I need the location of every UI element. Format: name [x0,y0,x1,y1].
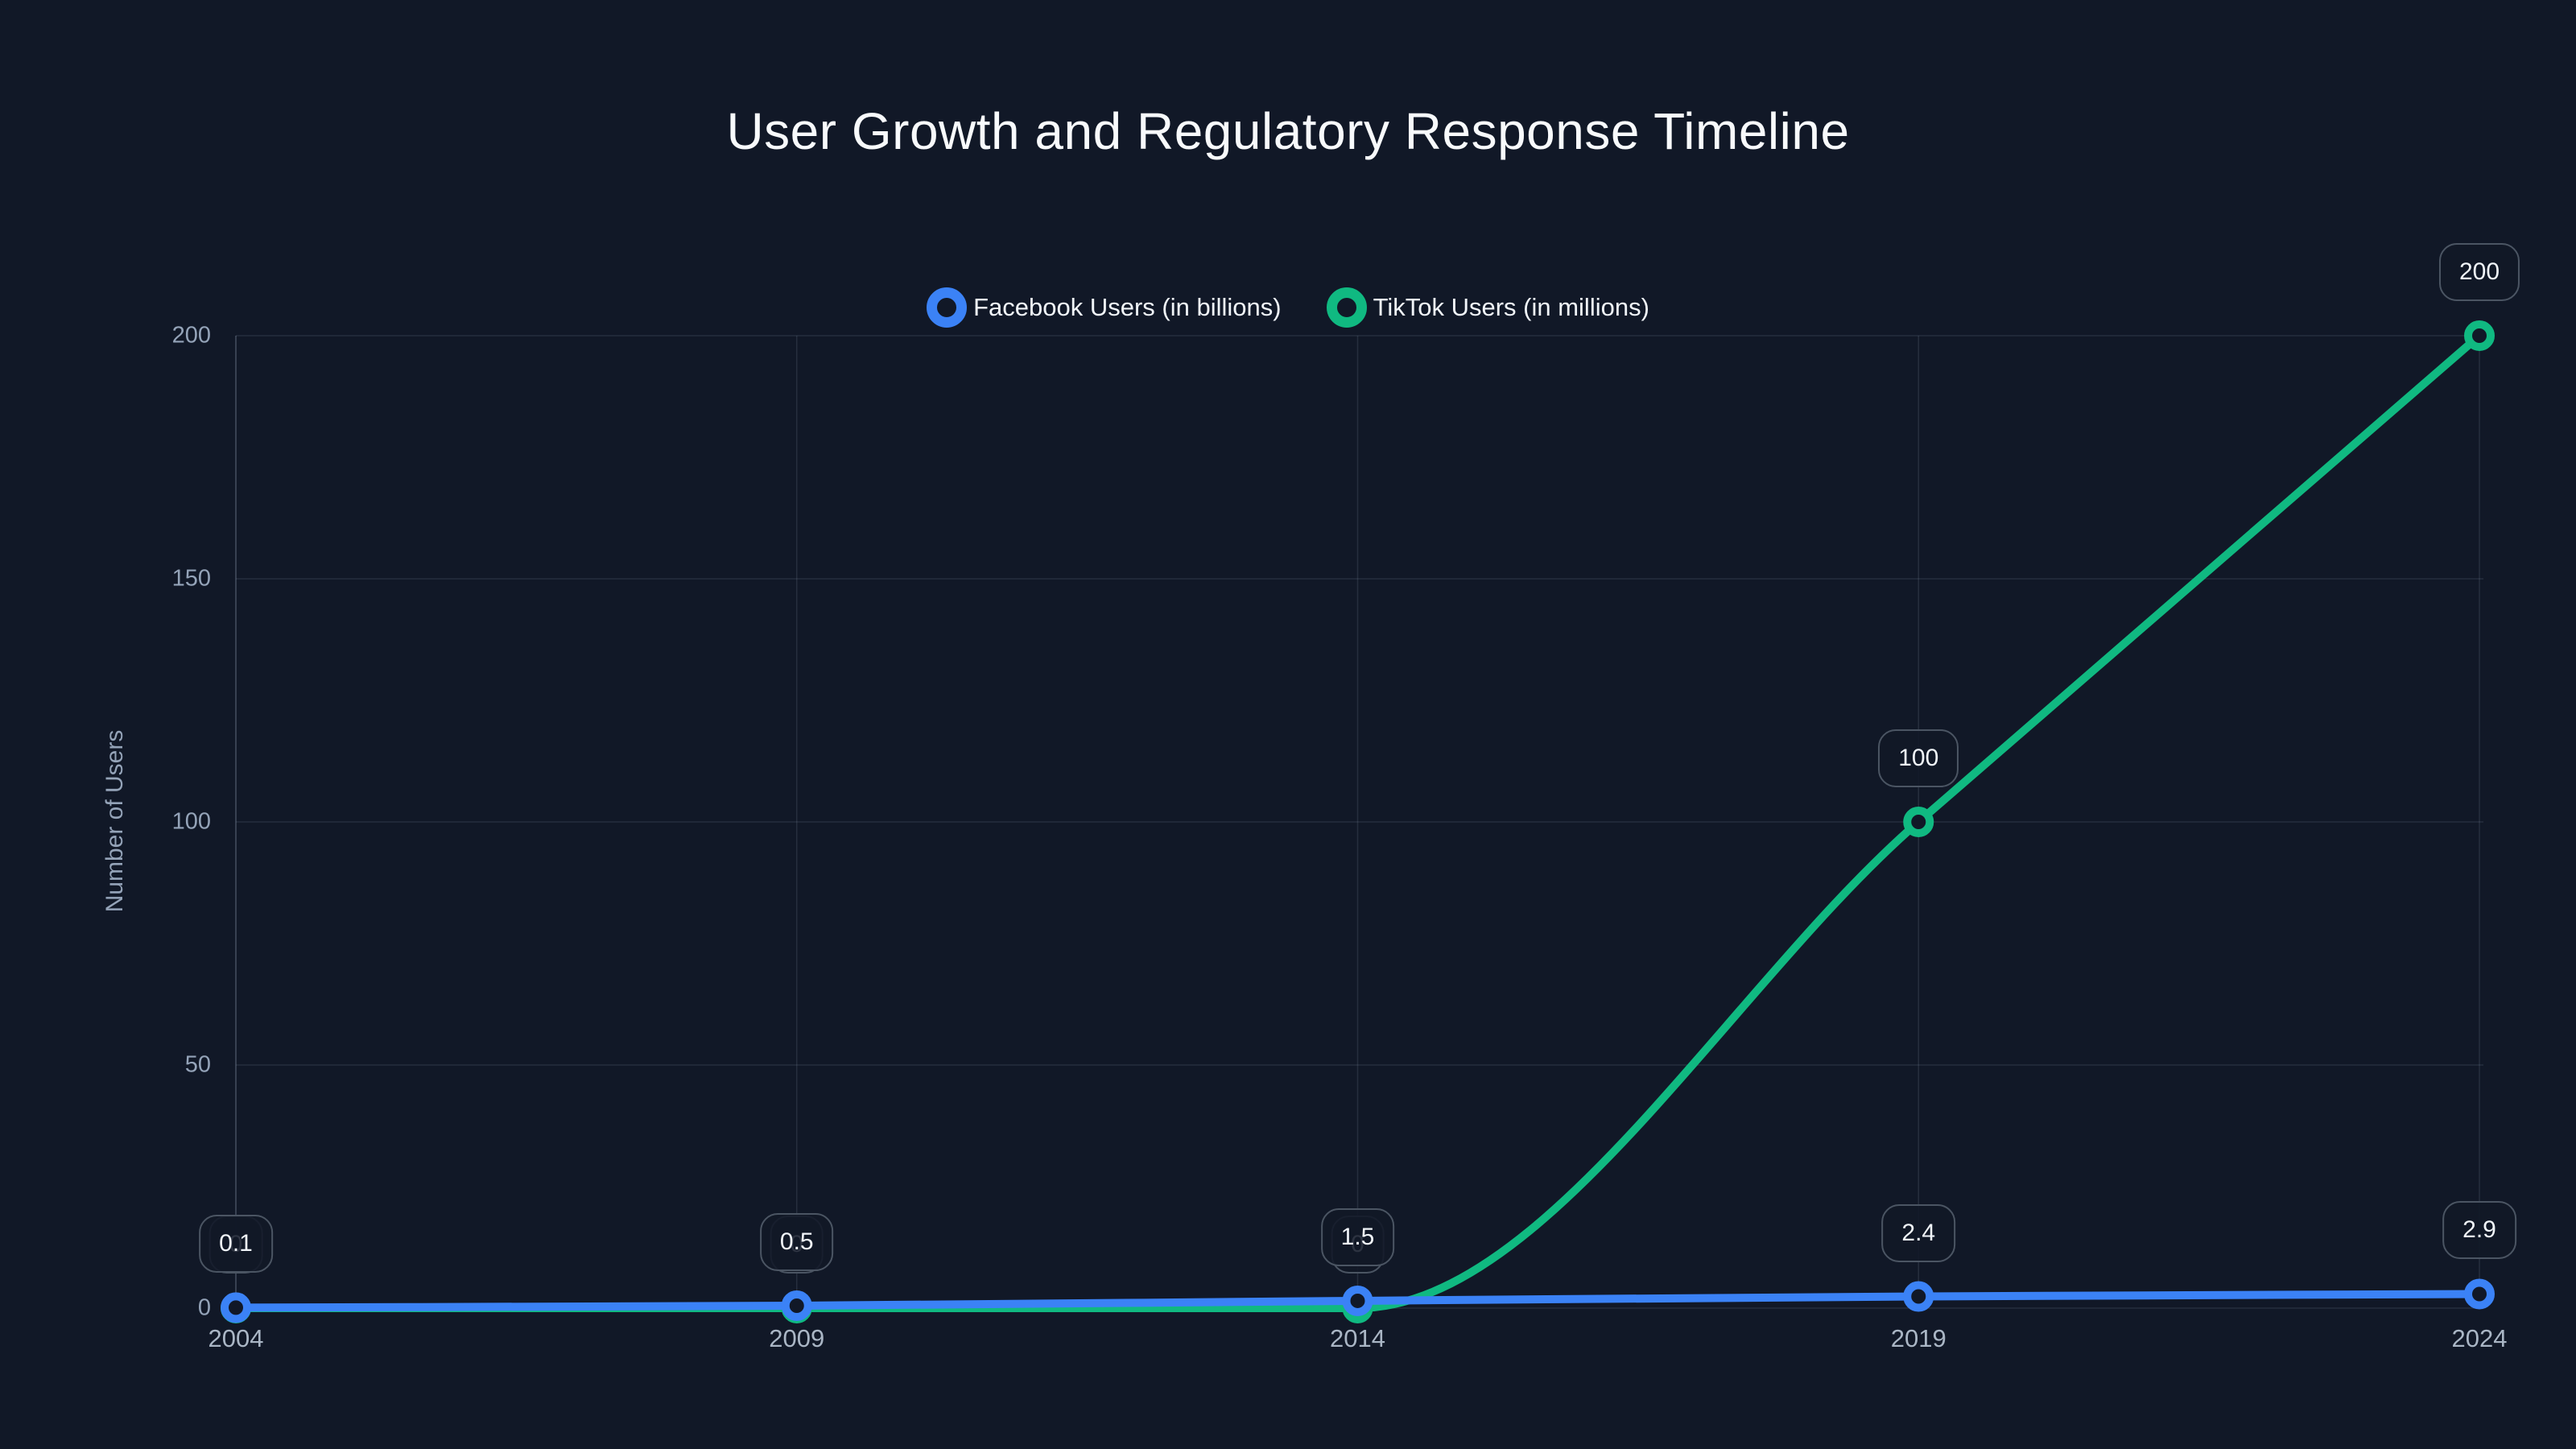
tiktok-point-label: 100 [1878,729,1959,787]
tiktok-point-marker[interactable] [2464,320,2495,351]
x-tick-label: 2019 [1890,1324,1946,1352]
tiktok-point-marker[interactable] [1903,807,1934,837]
facebook-point-marker[interactable] [1903,1281,1934,1312]
tiktok-legend-ring-icon [1326,287,1367,328]
legend-label: TikTok Users (in millions) [1373,293,1649,321]
y-tick-label: 0 [197,1294,211,1321]
facebook-point-label: 1.5 [1320,1208,1395,1266]
legend-item-tiktok[interactable]: TikTok Users (in millions) [1326,287,1649,328]
y-tick-label: 150 [171,565,211,592]
facebook-point-label: 0.5 [759,1212,834,1271]
x-tick-label: 2014 [1330,1324,1385,1352]
x-tick-label: 2004 [208,1324,264,1352]
y-tick-label: 100 [171,808,211,835]
chart-title: User Growth and Regulatory Response Time… [726,102,1850,160]
facebook-point-label: 2.4 [1881,1203,1956,1262]
y-tick-label: 50 [184,1051,211,1078]
facebook-point-marker[interactable] [1342,1285,1373,1316]
y-tick-label: 200 [171,322,211,349]
legend: Facebook Users (in billions) TikTok Users… [0,287,2576,328]
facebook-point-marker[interactable] [781,1290,812,1321]
x-tick-label: 2009 [769,1324,825,1352]
facebook-point-marker[interactable] [221,1292,251,1323]
legend-item-facebook[interactable]: Facebook Users (in billions) [927,287,1282,328]
facebook-point-label: 0.1 [199,1215,273,1274]
facebook-point-label: 2.9 [2442,1201,2516,1260]
legend-label: Facebook Users (in billions) [973,293,1282,321]
tiktok-point-label: 200 [2438,243,2520,301]
x-tick-label: 2024 [2451,1324,2508,1352]
facebook-point-marker[interactable] [2464,1278,2495,1310]
